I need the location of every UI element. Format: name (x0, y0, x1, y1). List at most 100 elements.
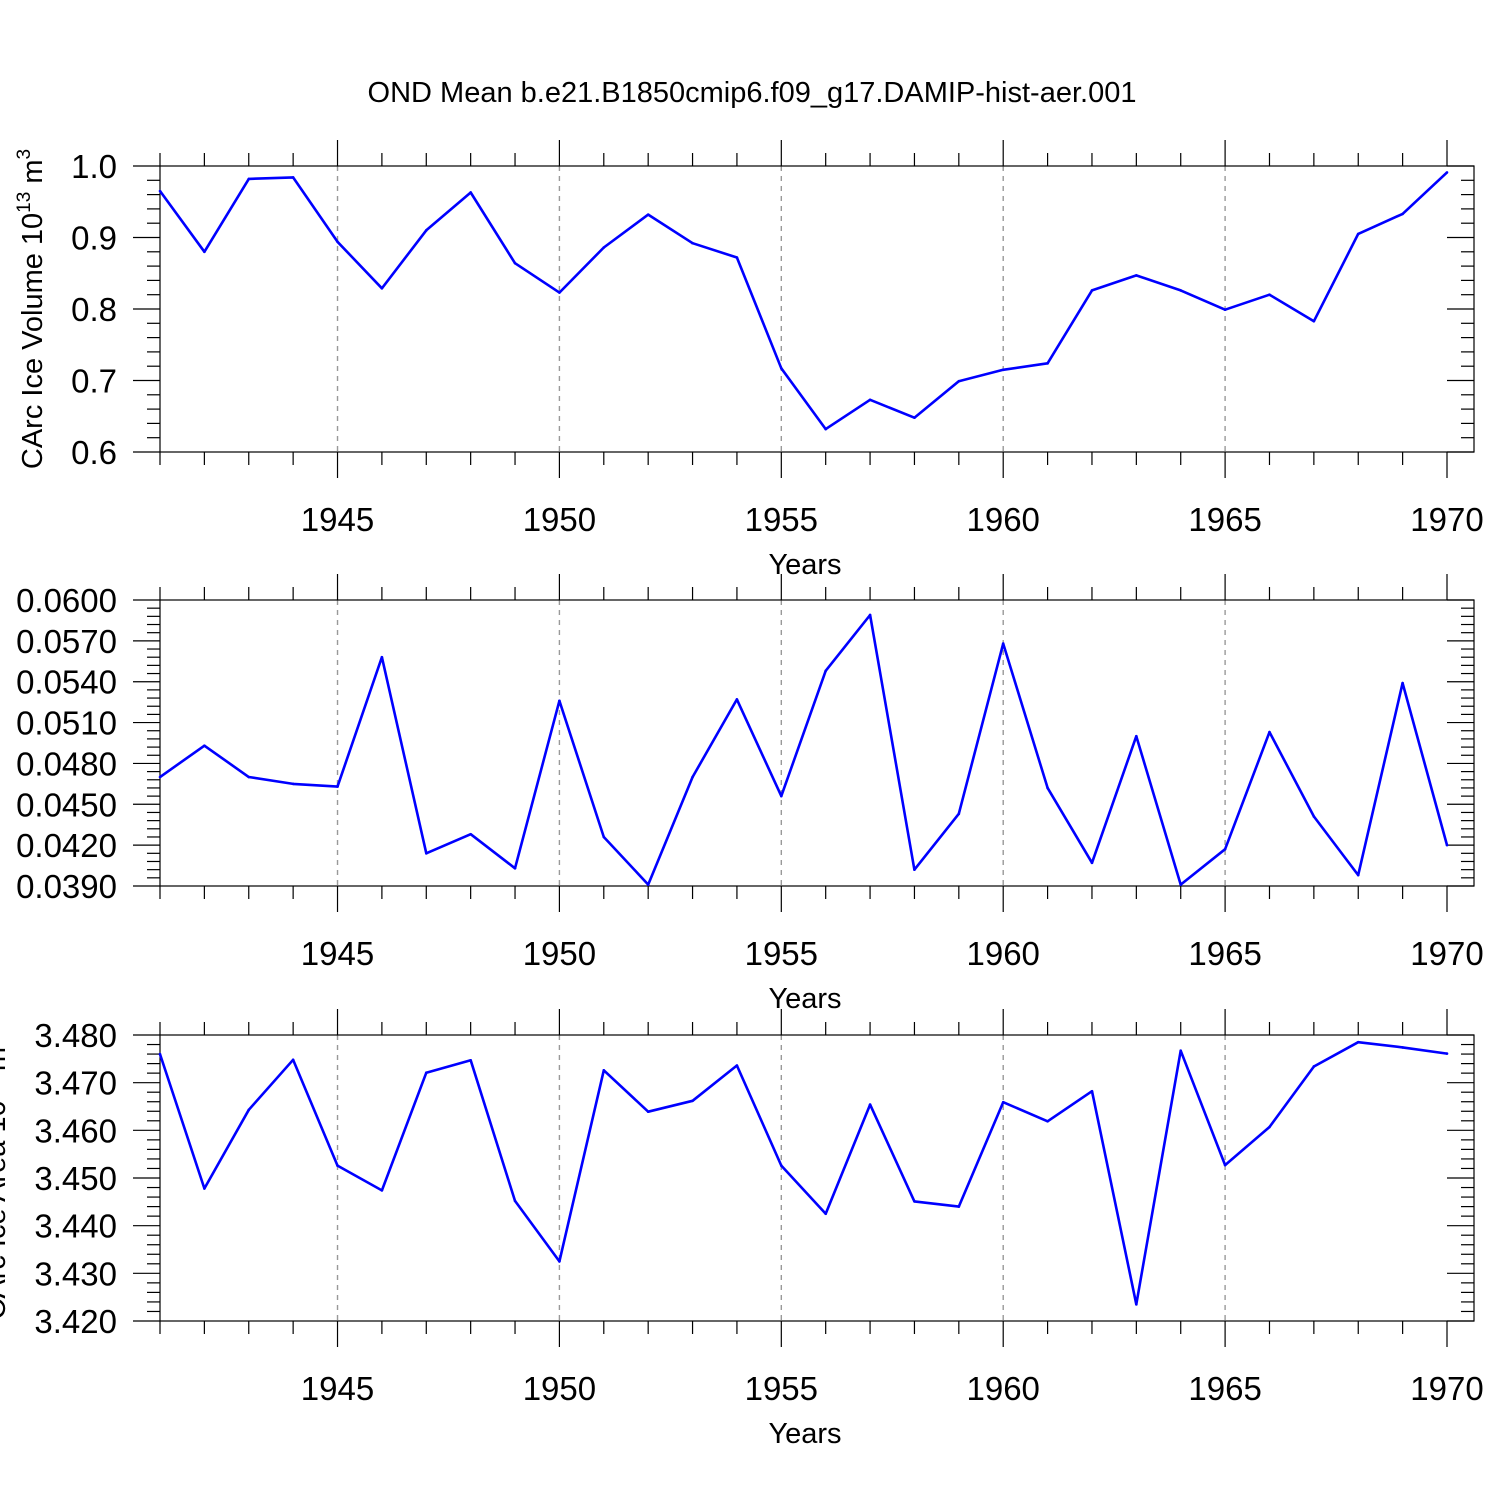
y-tick-label: 0.0390 (16, 868, 117, 905)
data-point (1312, 1065, 1316, 1068)
y-tick-label: 1.0 (71, 148, 117, 185)
data-point (1046, 786, 1049, 790)
data-point (1090, 289, 1094, 292)
x-tick-label: 1955 (745, 1370, 818, 1407)
data-point (380, 655, 384, 659)
data-point (1046, 1119, 1049, 1123)
data-point (1135, 1303, 1138, 1306)
data-point (380, 1189, 384, 1192)
data-point (513, 261, 517, 265)
x-tick-label: 1945 (301, 501, 374, 538)
y-axis-label: CArc Ice Volume 1013 m3 (14, 149, 49, 469)
data-point (158, 775, 162, 779)
panel-ice-volume: 0.6 0.7 0.8 0.9 1.0 1945 1950 1955 1960 1965 1970 Y… (14, 140, 1484, 581)
y-axis-label: CArc Ice Area 1013 m2 (0, 1036, 12, 1319)
data-point (1223, 308, 1227, 312)
data-point (158, 189, 162, 193)
x-tick-label: 1970 (1410, 1370, 1483, 1407)
x-tick-label: 1955 (745, 501, 818, 538)
data-point (158, 1052, 162, 1056)
x-tick-label: 1945 (301, 935, 374, 972)
plot-frame (159, 165, 1475, 453)
data-point (602, 1068, 606, 1072)
data-point (1445, 843, 1449, 847)
data-point (1356, 232, 1360, 236)
data-point (824, 1212, 827, 1216)
y-tick-label: 0.0540 (16, 664, 117, 701)
data-point (691, 775, 694, 779)
data-point (824, 669, 827, 673)
plot-frame (159, 599, 1475, 887)
data-point (691, 241, 694, 245)
x-tick-label: 1965 (1188, 935, 1261, 972)
y-tick-label: 0.7 (71, 363, 117, 400)
y-tick-label: 0.0510 (16, 705, 117, 742)
panel-ice-area: 3.420 3.430 3.440 3.450 3.460 3.470 3.480 1945 1… (0, 1009, 1484, 1450)
y-tick-label: 3.480 (34, 1017, 117, 1054)
data-point (1401, 1046, 1404, 1049)
data-point (1312, 319, 1316, 323)
data-point (424, 1071, 428, 1074)
data-point (780, 367, 783, 370)
data-point (469, 832, 472, 836)
data-point (513, 1199, 517, 1203)
data-point (602, 835, 606, 839)
y-tick-label: 3.460 (34, 1112, 117, 1149)
data-point (824, 427, 827, 431)
series-line (158, 171, 1448, 431)
y-tick-label: 0.0600 (16, 582, 117, 619)
data-point (203, 744, 206, 748)
y-tick-label: 0.9 (71, 220, 117, 257)
data-point (1223, 1163, 1227, 1167)
data-point (646, 883, 650, 886)
data-point (1179, 289, 1183, 292)
data-point (691, 1099, 694, 1103)
data-point (291, 782, 295, 786)
series-line (159, 613, 1449, 886)
data-point (868, 398, 872, 402)
data-point (1268, 730, 1271, 734)
data-point (602, 246, 606, 249)
data-point (957, 1205, 961, 1208)
data-point (1179, 883, 1183, 886)
y-tick-label: 0.8 (71, 291, 117, 328)
data-point (469, 191, 472, 194)
data-point (558, 1260, 561, 1263)
data-point (1312, 815, 1316, 818)
data-point (558, 291, 561, 294)
data-point (1445, 171, 1449, 174)
y-tick-label: 3.430 (34, 1255, 117, 1292)
data-point (1179, 1049, 1183, 1053)
data-point (1356, 873, 1360, 877)
y-tick-label: 0.0570 (16, 623, 117, 660)
data-point (424, 852, 428, 855)
x-tick-label: 1960 (966, 501, 1039, 538)
data-point (868, 1103, 872, 1106)
data-point (1445, 1052, 1449, 1055)
x-tick-label: 1960 (966, 935, 1039, 972)
data-point (957, 379, 961, 383)
x-tick-label: 1965 (1188, 501, 1261, 538)
x-tick-label: 1970 (1410, 501, 1483, 538)
data-point (1001, 368, 1005, 372)
data-point (735, 1064, 739, 1067)
data-point (1223, 847, 1227, 851)
y-tick-label: 0.6 (71, 434, 117, 471)
data-point (247, 177, 251, 181)
data-point (291, 176, 295, 179)
x-tick-label: 1970 (1410, 935, 1483, 972)
data-point (646, 213, 650, 216)
data-point (1001, 1100, 1005, 1104)
y-tick-label: 0.0420 (16, 827, 117, 864)
data-point (1268, 1125, 1271, 1129)
x-tick-label: 1965 (1188, 1370, 1261, 1407)
x-axis-label: Years (768, 549, 841, 581)
x-axis-label: Years (768, 983, 841, 1015)
y-tick-label: 3.420 (34, 1303, 117, 1340)
data-point (424, 229, 428, 232)
data-point (735, 698, 739, 701)
data-point (291, 1058, 295, 1062)
data-point (1135, 734, 1138, 738)
